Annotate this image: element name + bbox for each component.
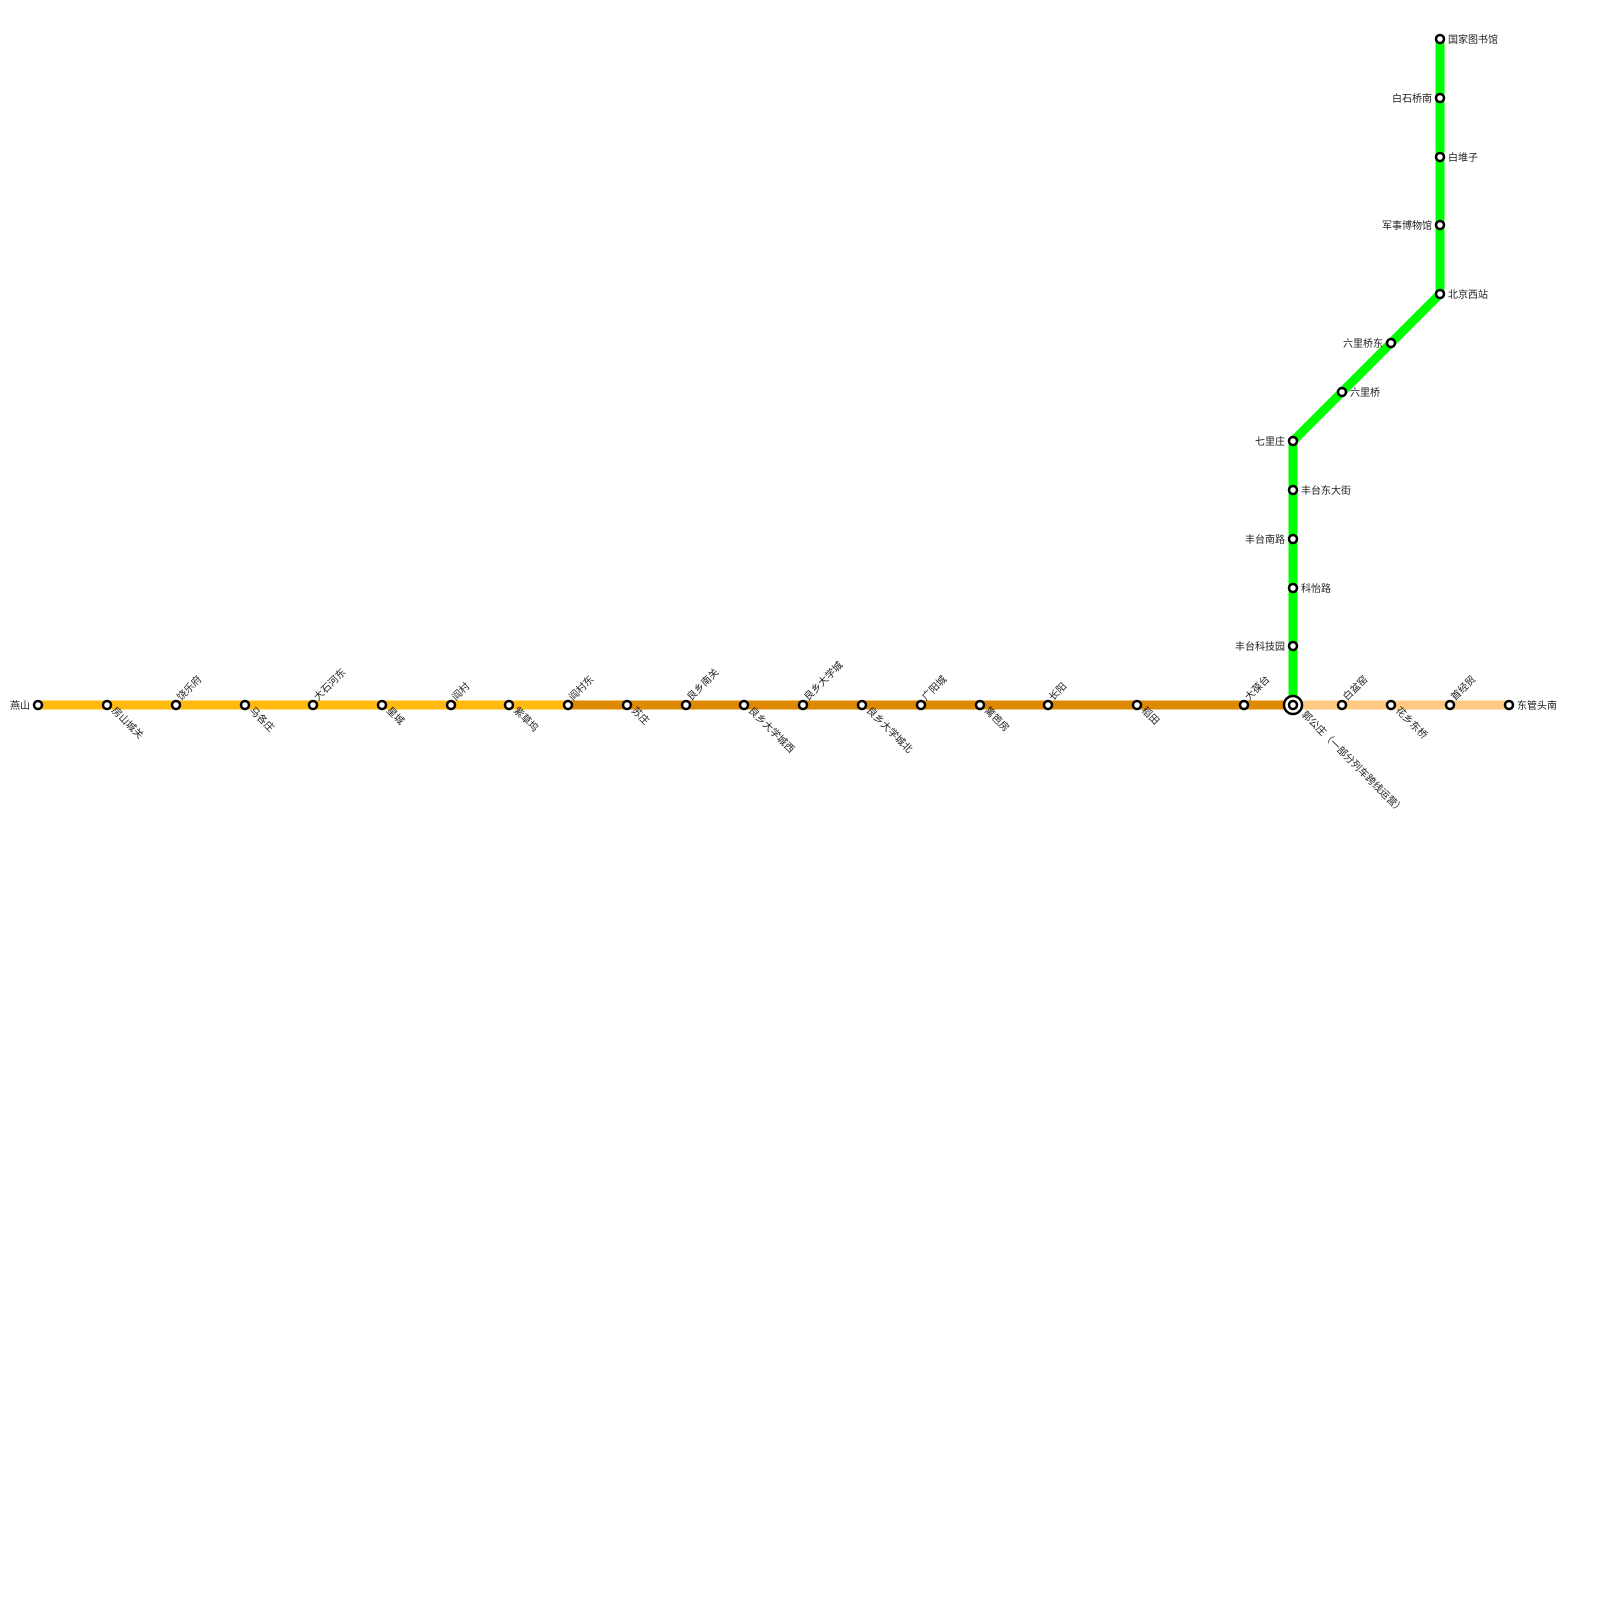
station-marker [738,699,750,711]
station-marker [915,699,927,711]
station-marker [1434,288,1446,300]
station[interactable]: 白堆子 [1434,151,1478,164]
station-marker [1434,92,1446,104]
lines-layer [38,39,1509,710]
station-marker [797,699,809,711]
station-marker [562,699,574,711]
station-label: 丰台科技园 [1235,640,1285,653]
station[interactable]: 科怡路 [1287,582,1331,595]
station-label: 良乡大学城西 [746,704,798,756]
station[interactable]: 六里桥 [1336,386,1380,399]
station-label: 六里桥 [1350,387,1380,399]
station-marker [1336,386,1348,398]
station-marker [1444,699,1456,711]
station-label: 阎村东 [566,673,596,703]
station-label: 军事博物馆 [1382,219,1432,232]
station-marker [32,699,44,711]
station[interactable]: 东管头南 [1503,699,1557,712]
station-label: 良乡大学城 [801,659,846,704]
station[interactable]: 丰台科技园 [1235,640,1299,653]
station-label: 大石河东 [311,666,348,703]
station[interactable]: 军事博物馆 [1382,219,1446,232]
station-label: 燕山 [10,700,30,712]
station-marker [621,699,633,711]
station-label: 丰台东大街 [1301,484,1351,497]
station-marker [1287,435,1299,447]
station[interactable]: 七里庄 [1255,435,1299,448]
station-marker [1385,337,1397,349]
station-marker [1434,219,1446,231]
stations-layer: 燕山 房山城关饶乐府马各庄大石河东星城阎村紫草坞阎村东苏庄良乡南关良乡大学城西良乡… [10,33,1557,816]
line-green [1288,39,1445,705]
station-marker [1287,640,1299,652]
station-label: 良乡南关 [684,666,721,703]
station-marker [307,699,319,711]
station-label: 北京西站 [1448,288,1488,301]
station-marker [1434,151,1446,163]
station-label: 郭公庄（一部分列车跨线运营） [1299,708,1407,816]
station[interactable]: 丰台南路 [1245,533,1299,546]
station-marker [680,699,692,711]
station-marker [1503,699,1515,711]
station-label: 首经贸 [1448,673,1478,703]
station[interactable]: 国家图书馆 [1434,33,1498,46]
station[interactable]: 六里桥东 [1343,337,1397,350]
interchange-marker-inner [1287,699,1299,711]
station-marker [376,699,388,711]
station-label: 六里桥东 [1343,337,1383,350]
station[interactable]: 白石桥南 [1392,92,1446,105]
station-marker [1287,533,1299,545]
station-marker [1042,699,1054,711]
station-marker [239,699,251,711]
station-label: 长阳 [1047,680,1070,703]
station-label: 广阳城 [920,673,950,703]
station-label: 科怡路 [1301,582,1331,595]
station-marker [1131,699,1143,711]
station-marker [974,699,986,711]
station-label: 国家图书馆 [1448,33,1498,46]
station-label: 良乡大学城北 [864,704,916,756]
station-marker [1238,699,1250,711]
station-marker [101,699,113,711]
station[interactable]: 郭公庄（一部分列车跨线运营） [1282,694,1407,816]
station[interactable]: 燕山 [10,699,44,712]
station-marker [503,699,515,711]
station-label: 大葆台 [1242,673,1272,703]
station-label: 丰台南路 [1245,533,1285,546]
station-marker [1287,582,1299,594]
station-marker [856,699,868,711]
station[interactable]: 北京西站 [1434,288,1488,301]
station-marker [170,699,182,711]
station-marker [445,699,457,711]
station-label: 白盆窑 [1340,673,1370,703]
station-label: 东管头南 [1517,699,1557,712]
station-label: 白石桥南 [1392,92,1432,105]
station-marker [1434,33,1446,45]
station-label: 饶乐府 [174,673,204,703]
station-marker [1287,484,1299,496]
station-marker [1385,699,1397,711]
station-label: 七里庄 [1255,435,1285,448]
station-label: 阎村 [449,680,472,703]
station-label: 花乡东桥 [1393,704,1430,741]
station[interactable]: 丰台东大街 [1287,484,1351,497]
station-marker [1336,699,1348,711]
station-label: 白堆子 [1448,151,1478,164]
station-label: 房山城关 [109,704,146,741]
